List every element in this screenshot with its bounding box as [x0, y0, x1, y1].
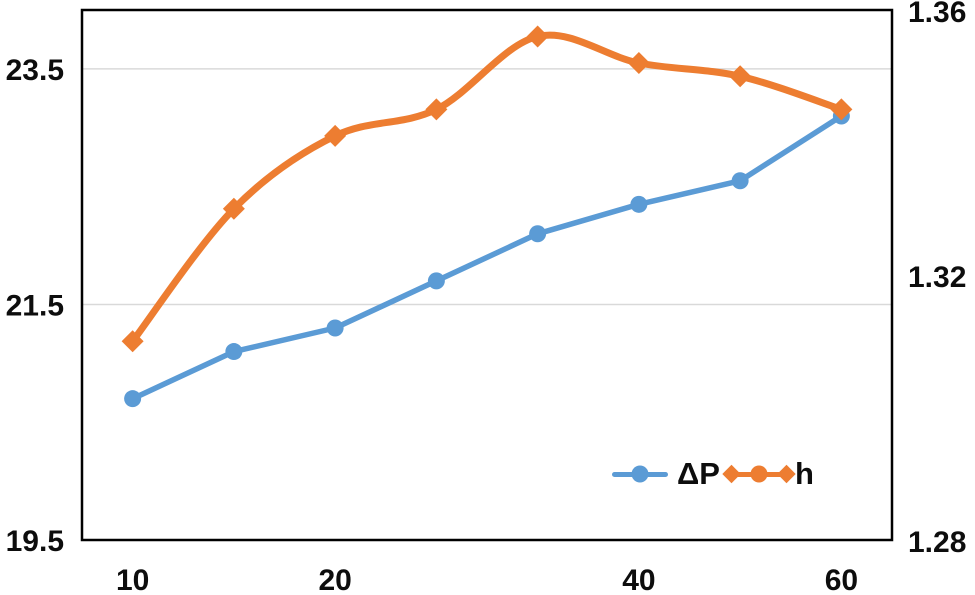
data-point-marker-circle — [630, 195, 648, 213]
circle-marker-icon — [750, 465, 768, 483]
x-axis-tick-label: 40 — [622, 564, 655, 595]
x-axis-tick-label: 60 — [825, 564, 858, 595]
circle-marker-icon — [631, 465, 649, 483]
x-axis-tick-labels: 10 20 40 60 — [116, 564, 858, 595]
data-point-marker-diamond — [627, 52, 650, 74]
right-axis-tick-labels: 1.28 1.32 1.36 — [908, 0, 966, 559]
legend-key-line-circle-blue — [612, 465, 668, 483]
left-axis-tick-labels: 19.5 21.5 23.5 — [6, 54, 64, 558]
data-point-marker-diamond — [121, 330, 144, 353]
right-axis-tick-label: 1.28 — [908, 526, 966, 559]
legend-item-dp[interactable]: ΔP — [612, 456, 720, 492]
plot-area-frame — [80, 8, 894, 542]
chart-legend: ΔP h — [612, 456, 814, 492]
data-point-marker-circle — [731, 172, 749, 190]
data-point-marker-diamond — [425, 98, 448, 121]
data-point-marker-diamond — [830, 98, 853, 121]
x-axis-tick-label: 20 — [318, 564, 351, 595]
data-point-marker-diamond — [324, 124, 347, 147]
right-axis-tick-label: 1.32 — [908, 261, 966, 294]
left-axis-tick-label: 19.5 — [6, 525, 64, 558]
data-point-marker-circle — [225, 343, 243, 361]
legend-label-dp: ΔP — [677, 456, 720, 491]
data-point-marker-circle — [427, 272, 445, 290]
series-group — [121, 25, 853, 408]
diamond-marker-icon — [722, 464, 741, 484]
diamond-marker-icon — [777, 464, 796, 484]
data-point-marker-circle — [124, 390, 142, 408]
x-axis-tick-label: 10 — [116, 564, 149, 595]
data-point-marker-diamond — [729, 65, 752, 88]
data-point-marker-diamond — [222, 197, 245, 220]
legend-item-h[interactable]: h — [720, 456, 814, 492]
data-point-marker-circle — [529, 225, 547, 243]
legend-label-h: h — [794, 456, 814, 491]
gridlines-group — [82, 68, 892, 306]
data-point-marker-circle — [326, 319, 344, 337]
series-line-0 — [129, 113, 845, 402]
data-point-marker-diamond — [526, 25, 549, 48]
left-axis-tick-label: 21.5 — [6, 289, 64, 322]
legend-key-line-diamond-orange — [722, 464, 796, 484]
left-axis-tick-label: 23.5 — [6, 54, 64, 87]
right-axis-tick-label: 1.36 — [908, 0, 966, 29]
